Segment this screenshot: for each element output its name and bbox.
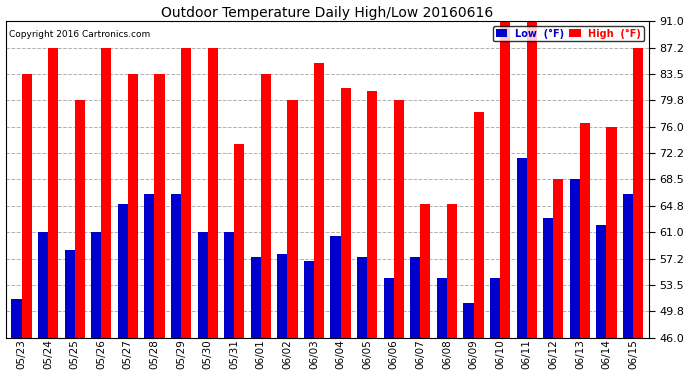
Bar [250, 257, 261, 338]
Bar [447, 204, 457, 338]
Bar [75, 100, 85, 338]
Bar [144, 194, 155, 338]
Bar [517, 158, 526, 338]
Bar [633, 48, 643, 338]
Bar [155, 74, 164, 338]
Bar [197, 232, 208, 338]
Text: Copyright 2016 Cartronics.com: Copyright 2016 Cartronics.com [9, 30, 150, 39]
Bar [118, 204, 128, 338]
Bar [48, 48, 58, 338]
Bar [21, 74, 32, 338]
Bar [526, 21, 537, 338]
Bar [437, 278, 447, 338]
Bar [420, 204, 431, 338]
Bar [128, 74, 138, 338]
Bar [288, 100, 297, 338]
Bar [208, 48, 218, 338]
Bar [91, 232, 101, 338]
Bar [171, 194, 181, 338]
Bar [65, 250, 75, 338]
Bar [394, 100, 404, 338]
Legend: Low  (°F), High  (°F): Low (°F), High (°F) [493, 26, 644, 42]
Bar [331, 236, 341, 338]
Bar [12, 299, 21, 338]
Bar [490, 278, 500, 338]
Bar [181, 48, 191, 338]
Bar [38, 232, 48, 338]
Bar [304, 261, 314, 338]
Title: Outdoor Temperature Daily High/Low 20160616: Outdoor Temperature Daily High/Low 20160… [161, 6, 493, 20]
Bar [357, 257, 367, 338]
Bar [277, 254, 288, 338]
Bar [553, 180, 564, 338]
Bar [261, 74, 271, 338]
Bar [623, 194, 633, 338]
Bar [101, 48, 111, 338]
Bar [384, 278, 394, 338]
Bar [570, 180, 580, 338]
Bar [596, 225, 607, 338]
Bar [367, 91, 377, 338]
Bar [411, 257, 420, 338]
Bar [341, 88, 351, 338]
Bar [500, 21, 510, 338]
Bar [314, 63, 324, 338]
Bar [580, 123, 590, 338]
Bar [464, 303, 473, 338]
Bar [473, 112, 484, 338]
Bar [607, 126, 617, 338]
Bar [224, 232, 234, 338]
Bar [543, 218, 553, 338]
Bar [234, 144, 244, 338]
